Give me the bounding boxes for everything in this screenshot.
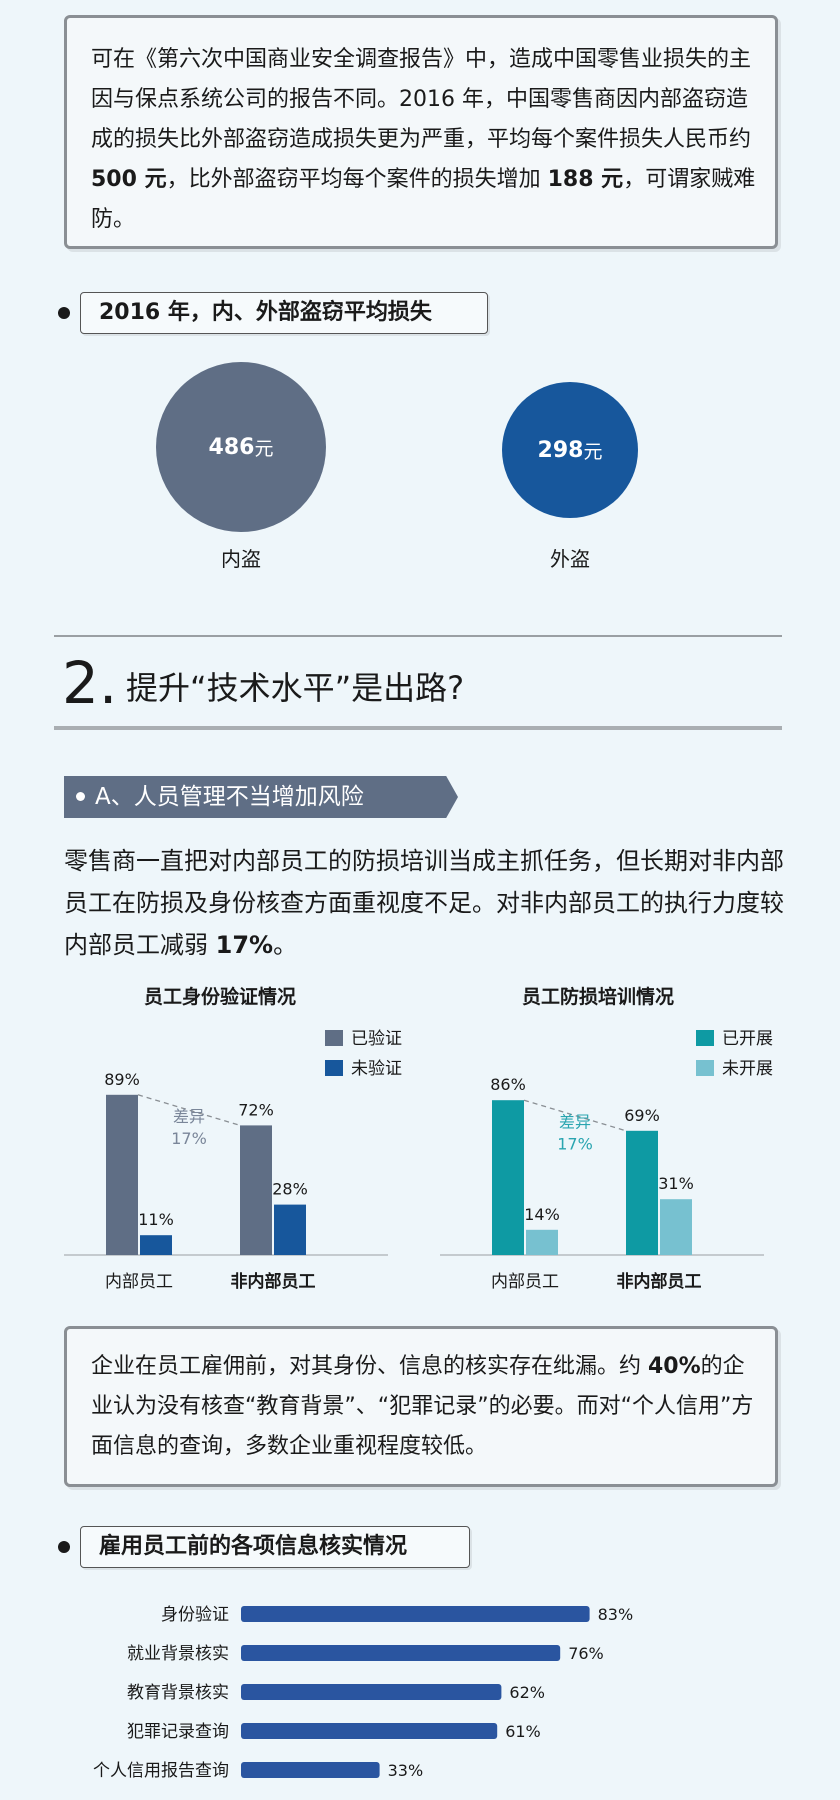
verification-bar-chart: 身份验证 83% 就业背景核实 76% 教育背景核实 62% 犯罪记录查询 61% 个人信用报告… [93, 1605, 634, 1781]
intro-bold-2: 188 元 [547, 167, 624, 192]
bar-secondary [660, 1199, 692, 1255]
internal-theft-circle: 486 元 [156, 362, 326, 532]
hbar-bar [241, 1684, 502, 1700]
bar-primary [240, 1125, 272, 1255]
external-theft-circle: 298 元 [502, 382, 638, 518]
legend-label: 未开展 [722, 1059, 773, 1079]
loss-title-label: 2016 年，内、外部盗窃平均损失 [80, 292, 488, 334]
legend-label: 已验证 [351, 1029, 402, 1049]
category-label: 内部员工 [105, 1272, 173, 1292]
bar-primary [492, 1100, 524, 1255]
hbar-bar [241, 1762, 380, 1778]
category-label: 内部员工 [491, 1272, 559, 1292]
difference-value: 17% [557, 1135, 593, 1154]
grouped-bar-charts: 员工身份验证情况 89% 11% 内部员工 72% 28% 非内部员工 差异 17% 已验证未验证… [64, 985, 773, 1292]
bar-value-label: 28% [272, 1180, 308, 1199]
bar-value-label: 14% [524, 1205, 560, 1224]
banner-dot [76, 791, 85, 801]
legend-swatch [696, 1060, 714, 1076]
intro-text-2: ，比外部盗窃平均每个案件的损失增加 [166, 167, 548, 192]
middle-text-box: 企业在员工雇佣前，对其身份、信息的核实存在纰漏。约 40%的企业认为没有核查“教… [64, 1326, 778, 1487]
hbar-value-label: 76% [568, 1644, 604, 1663]
subsection-banner: A、人员管理不当增加风险 [64, 776, 458, 818]
middle-text-1: 企业在员工雇佣前，对其身份、信息的核实存在纰漏。约 [91, 1354, 648, 1379]
intro-text-1: 可在《第六次中国商业安全调查报告》中，造成中国零售业损失的主因与保点系统公司的报… [91, 47, 752, 152]
hbar-value-label: 33% [388, 1761, 424, 1780]
hbar-category-label: 个人信用报告查询 [93, 1761, 229, 1781]
bar-value-label: 11% [138, 1210, 174, 1229]
legend-swatch [696, 1030, 714, 1046]
bar-value-label: 89% [104, 1070, 140, 1089]
hbar-category-label: 犯罪记录查询 [127, 1722, 229, 1742]
section-title: 提升“技术水平”是出路? [126, 669, 465, 707]
internal-theft-unit: 元 [254, 437, 274, 460]
para-bold-1: 17% [215, 931, 274, 959]
middle-paragraph: 企业在员工雇佣前，对其身份、信息的核实存在纰漏。约 40%的企业认为没有核查“教… [91, 1347, 759, 1467]
middle-bold-1: 40% [648, 1354, 701, 1379]
hbar-category-label: 身份验证 [161, 1605, 229, 1625]
internal-theft-label: 内盗 [221, 547, 261, 571]
intro-paragraph: 可在《第六次中国商业安全调查报告》中，造成中国零售业损失的主因与保点系统公司的报… [91, 40, 759, 240]
section-number: 2. [62, 649, 118, 717]
external-theft-label: 外盗 [550, 547, 590, 571]
bar-value-label: 69% [624, 1106, 660, 1125]
bar-primary [626, 1130, 658, 1255]
verification-title-label: 雇用员工前的各项信息核实情况 [80, 1526, 470, 1568]
hbar-bar [241, 1645, 561, 1661]
bar-secondary [274, 1204, 306, 1255]
chart-title: 员工身份验证情况 [144, 985, 296, 1008]
bar-value-label: 31% [658, 1174, 694, 1193]
para-text-1: 零售商一直把对内部员工的防损培训当成主抓任务，但长期对非内部员工在防损及身份核查… [64, 847, 784, 959]
legend-swatch [325, 1030, 343, 1046]
verification-section-title: 雇用员工前的各项信息核实情况 [58, 1526, 470, 1568]
legend-swatch [325, 1060, 343, 1076]
category-label: 非内部员工 [617, 1271, 702, 1292]
category-label: 非内部员工 [231, 1271, 316, 1292]
external-theft-value: 298 [537, 437, 584, 463]
hbar-value-label: 83% [598, 1605, 634, 1624]
section-divider-top [54, 635, 782, 637]
difference-label: 差异 [559, 1113, 591, 1132]
hbar-category-label: 就业背景核实 [127, 1644, 229, 1664]
loss-section-title: 2016 年，内、外部盗窃平均损失 [58, 292, 488, 334]
middle-text-2: 的企业认为没有核查“教育背景”、“犯罪记录”的必要。而对“个人信用”方面信息的查… [91, 1354, 754, 1459]
internal-theft-value: 486 [208, 434, 255, 460]
bar-secondary [526, 1229, 558, 1255]
hbar-bar [241, 1723, 498, 1739]
bar-primary [106, 1094, 138, 1255]
section-divider-bottom [54, 726, 782, 730]
legend-label: 未验证 [351, 1059, 402, 1079]
chart-title: 员工防损培训情况 [522, 985, 674, 1008]
intro-bold-1: 500 元 [91, 167, 167, 192]
intro-text-box: 可在《第六次中国商业安全调查报告》中，造成中国零售业损失的主因与保点系统公司的报… [64, 15, 778, 249]
body-paragraph: 零售商一直把对内部员工的防损培训当成主抓任务，但长期对非内部员工在防损及身份核查… [64, 840, 784, 966]
subsection-title: A、人员管理不当增加风险 [95, 784, 364, 810]
bullet-dot [58, 1541, 70, 1553]
para-text-2: 。 [273, 931, 298, 959]
difference-value: 17% [171, 1129, 207, 1148]
bullet-dot [58, 307, 70, 319]
bar-value-label: 86% [490, 1075, 526, 1094]
hbar-value-label: 61% [505, 1722, 541, 1741]
hbar-value-label: 62% [509, 1683, 545, 1702]
external-theft-unit: 元 [583, 440, 603, 463]
bar-secondary [140, 1235, 172, 1255]
hbar-category-label: 教育背景核实 [127, 1683, 229, 1703]
bar-value-label: 72% [238, 1100, 274, 1119]
legend-label: 已开展 [722, 1029, 773, 1049]
difference-label: 差异 [173, 1107, 205, 1126]
intro-text-3: ，可谓家贼难防。 [91, 167, 756, 232]
hbar-bar [241, 1606, 590, 1622]
